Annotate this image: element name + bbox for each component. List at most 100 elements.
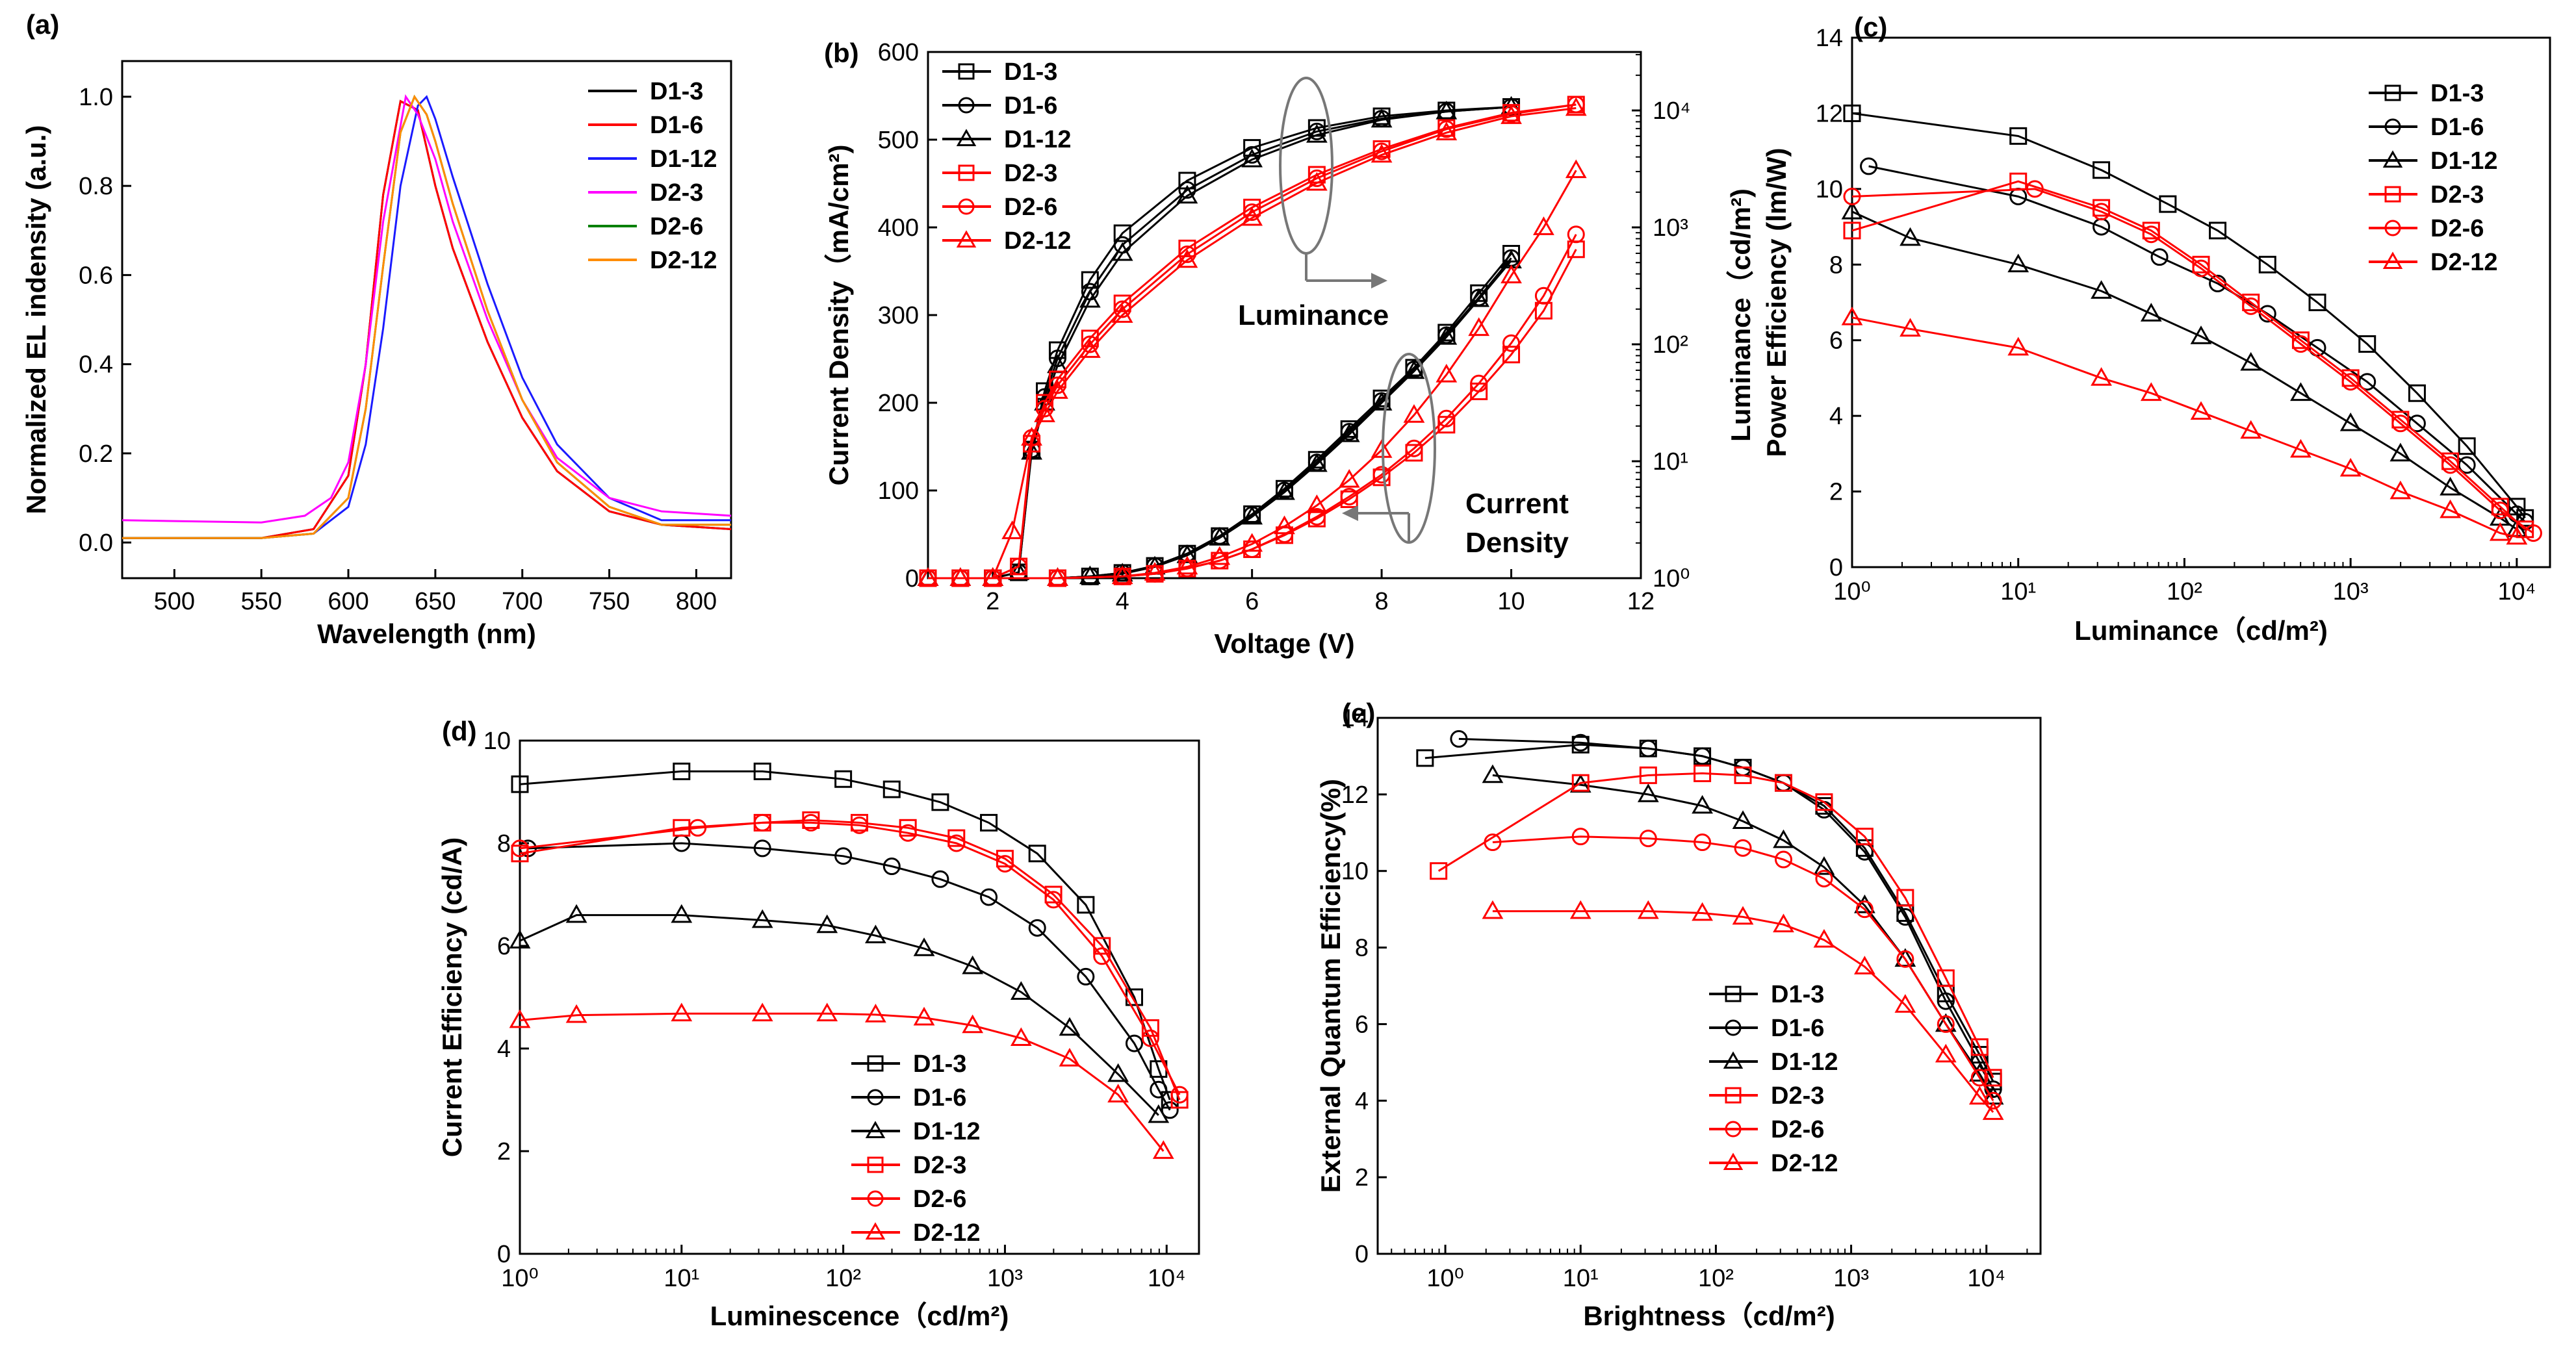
- data-point-d: [1010, 1027, 1032, 1047]
- annotation-luminance: Luminance: [1238, 299, 1389, 331]
- y-tick-label-e: 12: [1341, 782, 1369, 809]
- data-point-c: [2093, 203, 2111, 221]
- x-tick-label-e: 10⁰: [1426, 1265, 1464, 1292]
- data-point-b: [1340, 487, 1358, 505]
- x-axis-label-e: Brightness（cd/m²): [1583, 1301, 1835, 1331]
- data-point-b: [1176, 555, 1198, 575]
- data-point-d: [899, 824, 917, 842]
- data-point-e: [1773, 913, 1794, 933]
- data-point-d: [1141, 1029, 1159, 1047]
- data-point-b: [1565, 159, 1587, 179]
- legend-label-a: D1-3: [650, 78, 703, 105]
- data-point-b: [1306, 494, 1328, 513]
- data-point-d: [1148, 1104, 1170, 1123]
- series-line-b: [928, 103, 1577, 579]
- legend-marker-b: [956, 230, 977, 248]
- series-line-e: [1458, 737, 1994, 1090]
- data-point-c: [2009, 127, 2028, 145]
- data-point-b: [1243, 146, 1261, 164]
- data-point-d: [1125, 1034, 1143, 1052]
- x-tick-label-a: 500: [154, 588, 195, 615]
- series-line-a: [122, 99, 732, 539]
- x-tick-label-c: 10³: [2333, 578, 2369, 605]
- data-point-e: [1815, 793, 1833, 811]
- data-point-b: [1079, 565, 1101, 585]
- data-point-b: [1338, 468, 1360, 488]
- y-tick-label-e: 14: [1341, 705, 1369, 732]
- data-point-e: [1968, 1086, 1990, 1105]
- data-point-e: [1484, 833, 1502, 852]
- data-point-c: [2440, 476, 2461, 496]
- series-line-c: [1851, 210, 2518, 531]
- data-point-d: [565, 904, 587, 923]
- legend-marker-b: [956, 129, 977, 146]
- data-point-b: [1241, 505, 1263, 525]
- y-right-axis-label-b: Luminance（cd/m²): [1725, 188, 1756, 442]
- data-point-d: [816, 914, 838, 934]
- data-point-d: [751, 909, 773, 928]
- series-line-d: [519, 821, 1181, 1095]
- legend-marker-e: [1723, 1152, 1744, 1170]
- data-point-b: [1403, 404, 1425, 423]
- y-tick-label-b: 200: [878, 390, 919, 417]
- data-point-d: [753, 839, 771, 858]
- legend-label-d: D1-3: [913, 1050, 966, 1078]
- data-point-b: [1307, 122, 1326, 140]
- data-point-c: [2190, 325, 2212, 344]
- series-line-c: [1851, 188, 2534, 534]
- y-tick-label-e: 8: [1355, 935, 1369, 962]
- legend-label-e: D2-3: [1771, 1082, 1824, 1110]
- data-point-e: [1694, 747, 1712, 765]
- data-point-c: [2339, 457, 2362, 477]
- y-tick-label-c: 10: [1816, 176, 1843, 203]
- luminance-ellipse: [1279, 77, 1333, 255]
- legend-label-c: D2-12: [2430, 249, 2498, 276]
- legend-label-a: D2-12: [650, 247, 717, 274]
- annotation-current: Current: [1465, 488, 1569, 520]
- data-point-b: [1437, 409, 1456, 427]
- legend-marker-d: [865, 1121, 886, 1138]
- data-point-b: [1081, 335, 1099, 353]
- data-point-b: [1405, 439, 1423, 457]
- data-point-b: [1567, 225, 1585, 244]
- data-point-d: [882, 780, 901, 798]
- x-tick-label-c: 10¹: [2000, 578, 2036, 605]
- y-tick-label-c: 14: [1816, 25, 1843, 52]
- data-point-b: [1178, 181, 1196, 199]
- data-point-e: [1482, 900, 1504, 919]
- data-point-d: [947, 829, 966, 847]
- data-point-e: [1937, 969, 1955, 987]
- data-point-e: [1896, 908, 1914, 926]
- data-point-b: [1209, 546, 1231, 565]
- data-point-d: [1093, 947, 1111, 965]
- data-point-b: [1437, 120, 1456, 138]
- data-point-c: [2341, 373, 2360, 391]
- data-point-c: [2408, 384, 2426, 402]
- legend-marker-c: [2382, 251, 2403, 269]
- y-tick-label-c: 4: [1829, 403, 1843, 430]
- data-point-e: [1732, 906, 1754, 925]
- y-tick-label-b: 600: [878, 39, 919, 66]
- data-point-c: [1843, 104, 1861, 122]
- x-tick-label-a: 700: [502, 588, 543, 615]
- data-point-b: [1241, 533, 1263, 552]
- x-tick-label-b: 4: [1116, 588, 1129, 615]
- data-point-d: [511, 839, 529, 858]
- data-point-b: [1567, 95, 1585, 114]
- legend-label-c: D1-12: [2430, 147, 2498, 175]
- data-point-e: [1968, 1063, 1990, 1082]
- y-right-tick-label-b: 10³: [1653, 214, 1688, 242]
- data-point-d: [1059, 1017, 1081, 1036]
- data-point-e: [1854, 956, 1875, 974]
- data-point-e: [1734, 839, 1752, 857]
- data-point-b: [1111, 242, 1133, 261]
- data-point-b: [1274, 515, 1295, 535]
- data-point-b: [1436, 325, 1458, 345]
- y-tick-label-a: 0.2: [79, 440, 113, 468]
- data-point-e: [1773, 829, 1794, 848]
- x-tick-label-d: 10³: [987, 1265, 1023, 1292]
- data-point-b: [1079, 339, 1101, 358]
- data-point-b: [1502, 346, 1521, 364]
- x-tick-label-d: 10⁴: [1148, 1265, 1186, 1292]
- data-point-c: [2339, 412, 2362, 431]
